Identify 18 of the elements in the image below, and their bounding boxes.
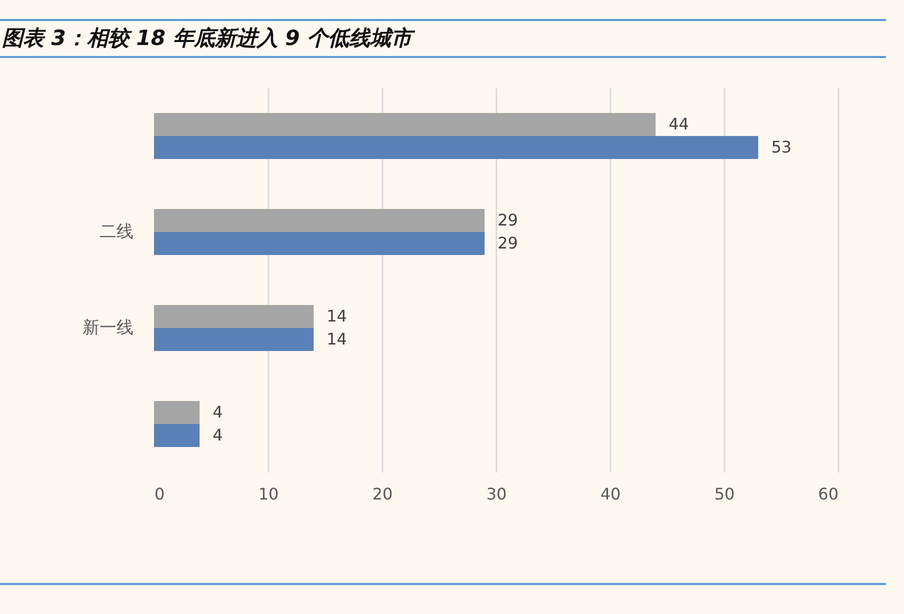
data-label: 29 <box>498 210 518 230</box>
data-label: 14 <box>326 306 347 326</box>
data-label: 29 <box>498 234 518 253</box>
data-label: 4 <box>212 402 223 422</box>
data-label: 44 <box>668 114 689 134</box>
y-tick-label: 二线 <box>100 222 134 242</box>
x-tick-label: 50 <box>714 484 735 504</box>
data-label: 14 <box>326 330 347 349</box>
x-tick-label: 60 <box>818 484 838 504</box>
data-label: 4 <box>212 426 223 445</box>
x-tick-label: 10 <box>258 484 279 504</box>
data-label: 53 <box>771 138 792 157</box>
x-tick-label: 30 <box>486 484 507 504</box>
x-tick-label: 20 <box>372 484 393 504</box>
x-tick-label: 0 <box>154 484 165 504</box>
x-tick-label: 40 <box>600 484 621 504</box>
chart-title: 图表 3：相较 18 年底新进入 9 个低线城市 <box>0 21 886 58</box>
y-tick-label: 新一线 <box>82 318 134 338</box>
